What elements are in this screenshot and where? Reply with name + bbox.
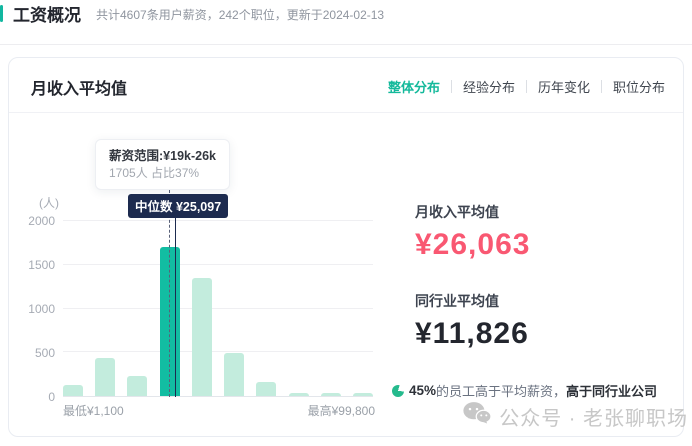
distribution-tabs: 整体分布 经验分布 历年变化 职位分布 (388, 77, 665, 96)
wechat-icon (463, 401, 492, 431)
bar[interactable] (288, 392, 309, 396)
y-tick-label: 500 (34, 346, 55, 360)
gridline (63, 307, 373, 309)
x-min-label: 最低¥1,100 (63, 404, 124, 418)
card-header: 月收入平均值 整体分布 经验分布 历年变化 职位分布 (9, 58, 683, 113)
stat-value: ¥11,826 (415, 317, 529, 350)
stat-monthly-average: 月收入平均值 ¥26,063 (415, 202, 530, 262)
footnote-bold-text: 高于同行业公司 (565, 384, 657, 399)
watermark: 公众号 · 老张聊职场 (463, 401, 688, 431)
bar[interactable] (95, 357, 116, 396)
card-title: 月收入平均值 (31, 81, 128, 98)
y-tick-label: 1500 (28, 258, 55, 272)
bar[interactable] (352, 392, 373, 396)
bar[interactable] (224, 353, 245, 396)
page-subtitle: 共计4607条用户薪资，242个职位，更新于2024-02-13 (96, 8, 385, 22)
tooltip-detail: 1705人 占比37% (109, 166, 200, 180)
tab-experience-distribution[interactable]: 经验分布 (462, 80, 515, 95)
stat-value: ¥26,063 (415, 228, 531, 261)
bar[interactable] (191, 277, 212, 396)
y-tick-label: 1000 (28, 302, 55, 316)
watermark-text: 公众号 · 老张聊职场 (499, 407, 688, 430)
tab-separator (600, 80, 602, 93)
bar[interactable] (63, 384, 83, 396)
bar[interactable] (320, 392, 341, 396)
y-axis: 0 500 1000 1500 2000 (9, 214, 55, 404)
stats-panel: 月收入平均值 ¥26,063 同行业平均值 ¥11,826 (415, 202, 530, 351)
tooltip-title: 薪资范围:¥19k-26k (109, 149, 216, 163)
stat-label: 同行业平均值 (415, 293, 499, 309)
tab-separator (450, 80, 452, 93)
tab-separator (525, 80, 527, 93)
y-tick-label: 2000 (28, 214, 55, 228)
median-badge: 中位数 ¥25,097 (128, 194, 229, 218)
bar[interactable] (127, 375, 148, 396)
bar-series (63, 221, 373, 396)
salary-overview-card: 月收入平均值 整体分布 经验分布 历年变化 职位分布 (人) 0 500 1000 1… (8, 57, 684, 437)
bar-chart-plot (63, 220, 373, 397)
tab-overall-distribution[interactable]: 整体分布 (387, 80, 440, 95)
tab-yearly-trend[interactable]: 历年变化 (537, 80, 590, 95)
pie-chart-icon (391, 384, 404, 397)
gridline (63, 220, 373, 221)
bar-tooltip: 薪资范围:¥19k-26k 1705人 占比37% (95, 139, 230, 190)
header-divider (0, 44, 692, 45)
x-axis-labels: 最低¥1,100 最高¥99,800 (63, 402, 375, 419)
page-header: 工资概况 共计4607条用户薪资，242个职位，更新于2024-02-13 (0, 0, 692, 34)
tab-position-distribution[interactable]: 职位分布 (612, 80, 665, 95)
footnote-percentage: 45% (408, 383, 436, 398)
gridline (63, 351, 373, 353)
tooltip-pointer-dashed-line (169, 185, 170, 397)
page-title: 工资概况 (13, 6, 81, 25)
y-axis-unit-label: (人) (39, 196, 59, 210)
y-tick-label: 0 (48, 390, 55, 404)
median-marker-line (175, 213, 176, 397)
gridline (63, 263, 373, 265)
bar[interactable] (256, 382, 277, 396)
x-max-label: 最高¥99,800 (307, 404, 375, 418)
title-accent-bar (0, 5, 3, 22)
footnote-text: 的员工高于平均薪资， (435, 384, 566, 399)
stat-label: 月收入平均值 (415, 204, 499, 220)
stat-industry-average: 同行业平均值 ¥11,826 (415, 291, 530, 351)
footnote: 45% 的员工高于平均薪资， 高于同行业公司 (391, 381, 657, 400)
